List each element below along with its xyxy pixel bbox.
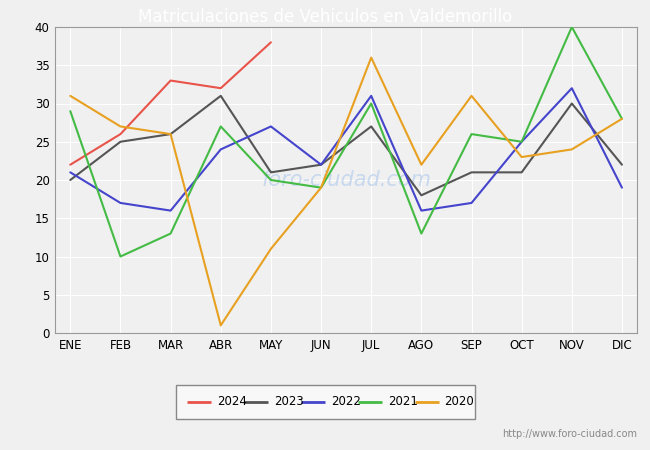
Text: 2024: 2024 (217, 395, 247, 408)
Text: foro-ciudad.com: foro-ciudad.com (261, 170, 431, 190)
Text: 2021: 2021 (388, 395, 418, 408)
Text: 2022: 2022 (331, 395, 361, 408)
FancyBboxPatch shape (176, 385, 474, 418)
Text: 2020: 2020 (445, 395, 474, 408)
Text: Matriculaciones de Vehiculos en Valdemorillo: Matriculaciones de Vehiculos en Valdemor… (138, 8, 512, 26)
Text: 2023: 2023 (274, 395, 304, 408)
Text: http://www.foro-ciudad.com: http://www.foro-ciudad.com (502, 429, 637, 439)
